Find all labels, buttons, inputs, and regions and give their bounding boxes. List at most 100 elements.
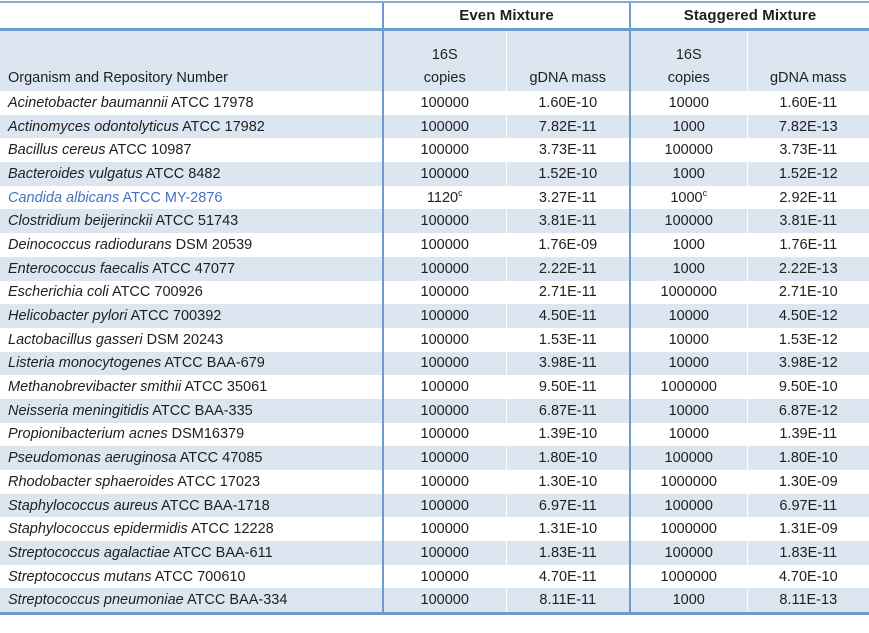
even-16s-copies-cell: 100000 xyxy=(382,114,506,139)
stag-16s-copies-cell: 1000 xyxy=(629,162,747,186)
stag-gdna-mass-cell: 1.53E-12 xyxy=(746,327,869,352)
even-16s-copies-cell: 100000 xyxy=(382,327,506,352)
even-gdna-mass-cell: 1.76E-09 xyxy=(505,233,630,257)
organism-cell: Streptococcus pneumoniae ATCC BAA-334 xyxy=(0,588,383,616)
organism-row: Bacteroides vulgatus ATCC 8482 100000 1.52… xyxy=(0,162,869,186)
organism-row: Candida albicans ATCC MY-2876 1120c 3.27E-… xyxy=(0,185,869,210)
organism-cell: Staphylococcus epidermidis ATCC 12228 xyxy=(8,521,274,538)
stag-16s-copies-cell: 10000 xyxy=(629,304,747,328)
even-16s-copies-cell: 100000 xyxy=(382,233,506,257)
organism-cell: Streptococcus agalactiae ATCC BAA-611 xyxy=(0,541,383,565)
stag-16s-copies-cell: 10000 xyxy=(629,91,747,115)
stag-16s-copies-cell: 1000 xyxy=(629,233,747,257)
organism-row: Helicobacter pylori ATCC 700392 100000 4.5… xyxy=(0,304,869,328)
organism-cell: Rhodobacter sphaeroides ATCC 17023 xyxy=(8,473,261,490)
organism-row: Escherichia coli ATCC 700926 100000 2.71E-… xyxy=(0,280,869,305)
even-gdna-mass-cell: 3.98E-11 xyxy=(505,351,630,376)
organism-row: Actinomyces odontolyticus ATCC 17982 1000… xyxy=(0,114,869,139)
organism-cell: Listeria monocytogenes ATCC BAA-679 xyxy=(0,351,383,376)
even-gdna-mass-cell: 3.27E-11 xyxy=(505,185,630,210)
stag-gdna-mass-cell: 1.31E-09 xyxy=(746,517,869,542)
stag-16s-copies-cell: 1000000 xyxy=(629,280,747,305)
stag-16s-copies-cell: 1000c xyxy=(629,185,747,210)
staggered-mixture-header: Staggered Mixture xyxy=(629,1,869,31)
even-16s-copies-cell: 100000 xyxy=(382,470,506,494)
even-mixture-header: Even Mixture xyxy=(382,1,630,31)
even-16s-copies-cell: 100000 xyxy=(382,209,506,234)
organism-row: Lactobacillus gasseri DSM 20243 100000 1.5… xyxy=(0,327,869,352)
even-gdna-mass-cell: 1.31E-10 xyxy=(505,517,630,542)
even-copies-label: copies xyxy=(423,69,466,86)
even-gdna-mass-cell: 1.39E-10 xyxy=(505,422,630,447)
stag-16s-copies-cell: 1000000 xyxy=(629,375,747,399)
organism-cell: Neisseria meningitidis ATCC BAA-335 xyxy=(0,398,383,423)
organism-row: Staphylococcus epidermidis ATCC 12228 100… xyxy=(0,517,869,542)
stag-16s-copies-cell: 10000 xyxy=(629,398,747,423)
stag-16s-label: 16S xyxy=(675,47,702,64)
stag-gdna-mass-cell: 1.39E-11 xyxy=(746,422,869,447)
stag-gdna-mass-cell: 3.81E-11 xyxy=(746,209,869,234)
stag-gdna-mass-cell: 9.50E-10 xyxy=(746,375,869,399)
even-gdna-mass-cell: 4.50E-11 xyxy=(505,304,630,328)
table-body: Acinetobacter baumannii ATCC 17978 100000… xyxy=(0,91,869,616)
organism-cell: Enterococcus faecalis ATCC 47077 xyxy=(0,256,383,281)
stag-gdna-mass-cell: 3.98E-12 xyxy=(746,351,869,376)
organism-group-spacer xyxy=(0,1,383,31)
organism-row: Propionibacterium acnes DSM16379 100000 1.… xyxy=(0,422,869,447)
even-16s-copies-cell: 100000 xyxy=(382,493,506,518)
even-gdna-mass-header: gDNA mass xyxy=(505,29,630,91)
even-gdna-mass-cell: 6.97E-11 xyxy=(505,493,630,518)
even-gdna-mass-cell: 9.50E-11 xyxy=(505,375,630,399)
organism-row: Streptococcus mutans ATCC 700610 100000 4.… xyxy=(0,564,869,589)
stag-gdna-mass-cell: 1.30E-09 xyxy=(746,470,869,494)
organism-cell: Methanobrevibacter smithii ATCC 35061 xyxy=(8,379,268,396)
even-gdna-mass-cell: 1.52E-10 xyxy=(505,162,630,186)
even-gdna-mass-cell: 1.83E-11 xyxy=(505,541,630,565)
stag-16s-copies-cell: 1000000 xyxy=(629,470,747,494)
organism-row: Acinetobacter baumannii ATCC 17978 100000… xyxy=(0,91,869,115)
stag-gdna-mass-cell: 8.11E-13 xyxy=(746,588,869,616)
organism-column-header: Organism and Repository Number xyxy=(0,29,383,91)
stag-copies-label: copies xyxy=(667,69,710,86)
stag-16s-copies-cell: 100000 xyxy=(629,493,747,518)
even-16s-copies-cell: 100000 xyxy=(382,304,506,328)
organism-cell: Deinococcus radiodurans DSM 20539 xyxy=(8,236,253,253)
organism-cell: Lactobacillus gasseri DSM 20243 xyxy=(8,331,224,348)
stag-16s-copies-cell: 100000 xyxy=(629,209,747,234)
even-gdna-mass-cell: 2.22E-11 xyxy=(505,256,630,281)
organism-cell: Acinetobacter baumannii ATCC 17978 xyxy=(8,94,254,111)
even-gdna-mass-cell: 1.30E-10 xyxy=(505,470,630,494)
stag-16s-copies-cell: 1000000 xyxy=(629,517,747,542)
stag-gdna-mass-cell: 1.76E-11 xyxy=(746,233,869,257)
even-16s-copies-cell: 100000 xyxy=(382,422,506,447)
stag-gdna-mass-cell: 6.97E-11 xyxy=(746,493,869,518)
stag-gdna-mass-cell: 6.87E-12 xyxy=(746,398,869,423)
organism-cell: Staphylococcus aureus ATCC BAA-1718 xyxy=(0,493,383,518)
even-gdna-mass-cell: 3.81E-11 xyxy=(505,209,630,234)
stag-gdna-mass-cell: 7.82E-13 xyxy=(746,114,869,139)
organism-cell: Candida albicans ATCC MY-2876 xyxy=(8,189,223,206)
stag-gdna-mass-cell: 4.70E-10 xyxy=(746,564,869,589)
even-16s-copies-cell: 100000 xyxy=(382,541,506,565)
stag-gdna-mass-cell: 1.80E-10 xyxy=(746,446,869,470)
even-16s-copies-cell: 1120c xyxy=(382,185,506,210)
even-16s-copies-cell: 100000 xyxy=(382,91,506,115)
even-gdna-mass-cell: 1.60E-10 xyxy=(505,91,630,115)
even-16s-copies-cell: 100000 xyxy=(382,351,506,376)
organism-row: Enterococcus faecalis ATCC 47077 100000 2.… xyxy=(0,256,869,281)
organism-cell: Helicobacter pylori ATCC 700392 xyxy=(0,304,383,328)
organism-row: Methanobrevibacter smithii ATCC 35061 100… xyxy=(0,375,869,399)
organism-row: Streptococcus pneumoniae ATCC BAA-334 100… xyxy=(0,588,869,616)
organism-cell: Escherichia coli ATCC 700926 xyxy=(8,284,203,301)
stag-gdna-mass-cell: 1.83E-11 xyxy=(746,541,869,565)
stag-16s-copies-cell: 1000 xyxy=(629,588,747,616)
stag-16s-copies-header: 16S copies xyxy=(629,29,747,91)
even-gdna-mass-cell: 4.70E-11 xyxy=(505,564,630,589)
stag-16s-copies-cell: 1000 xyxy=(629,114,747,139)
even-16s-copies-cell: 100000 xyxy=(382,280,506,305)
organism-row: Clostridium beijerinckii ATCC 51743 10000… xyxy=(0,209,869,234)
stag-16s-copies-cell: 100000 xyxy=(629,541,747,565)
mock-community-table: Even Mixture Staggered Mixture Organism … xyxy=(0,1,869,616)
organism-cell: Bacillus cereus ATCC 10987 xyxy=(8,142,192,159)
organism-row: Bacillus cereus ATCC 10987 100000 3.73E-11… xyxy=(0,138,869,163)
